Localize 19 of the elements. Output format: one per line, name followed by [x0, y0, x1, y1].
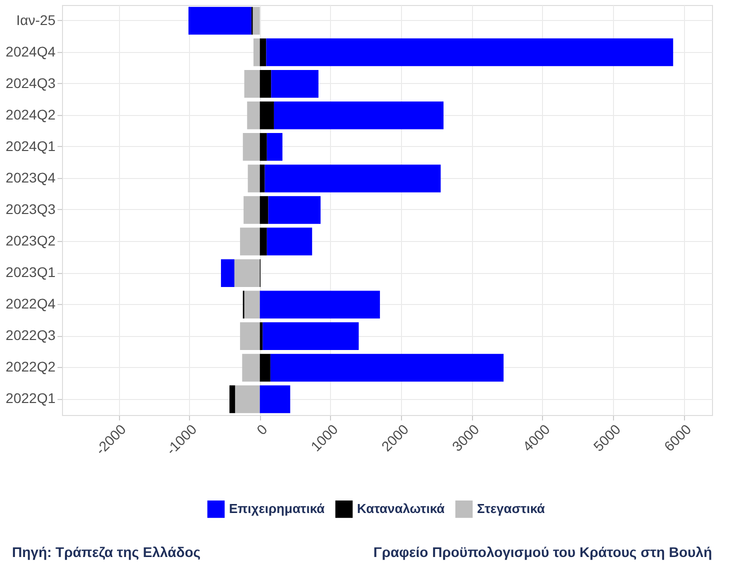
legend-label: Επιχειρηματικά — [229, 501, 325, 516]
x-tick-label: 0 — [253, 420, 270, 438]
y-tick-label: 2022Q1 — [6, 390, 56, 406]
y-tick-label: 2023Q2 — [6, 232, 56, 249]
text: Πηγή: Τράπεζα της Ελλάδος — [12, 544, 201, 560]
y-tick-label: 2022Q2 — [6, 358, 56, 375]
y-tick-label: 2022Q3 — [6, 327, 56, 344]
y-tick-label: 2023Q1 — [6, 264, 56, 280]
legend-label: Καταναλωτικά — [357, 501, 445, 516]
y-tick-label: 2023Q3 — [6, 201, 56, 217]
y-tick-label: 2023Q4 — [6, 169, 56, 186]
y-tick-label: 2022Q4 — [6, 296, 56, 312]
y-tick-label: 2024Q3 — [6, 74, 56, 91]
y-tick-label: 2024Q1 — [6, 138, 56, 154]
y-tick-label: Ιαν-25 — [16, 12, 56, 28]
y-tick-label: 2024Q2 — [6, 106, 56, 122]
legend-label: Στεγαστικά — [477, 501, 545, 516]
y-tick-label: 2024Q4 — [6, 43, 56, 60]
text: Γραφείο Προϋπολογισμού του Κράτους στη Βουλή — [373, 544, 712, 560]
